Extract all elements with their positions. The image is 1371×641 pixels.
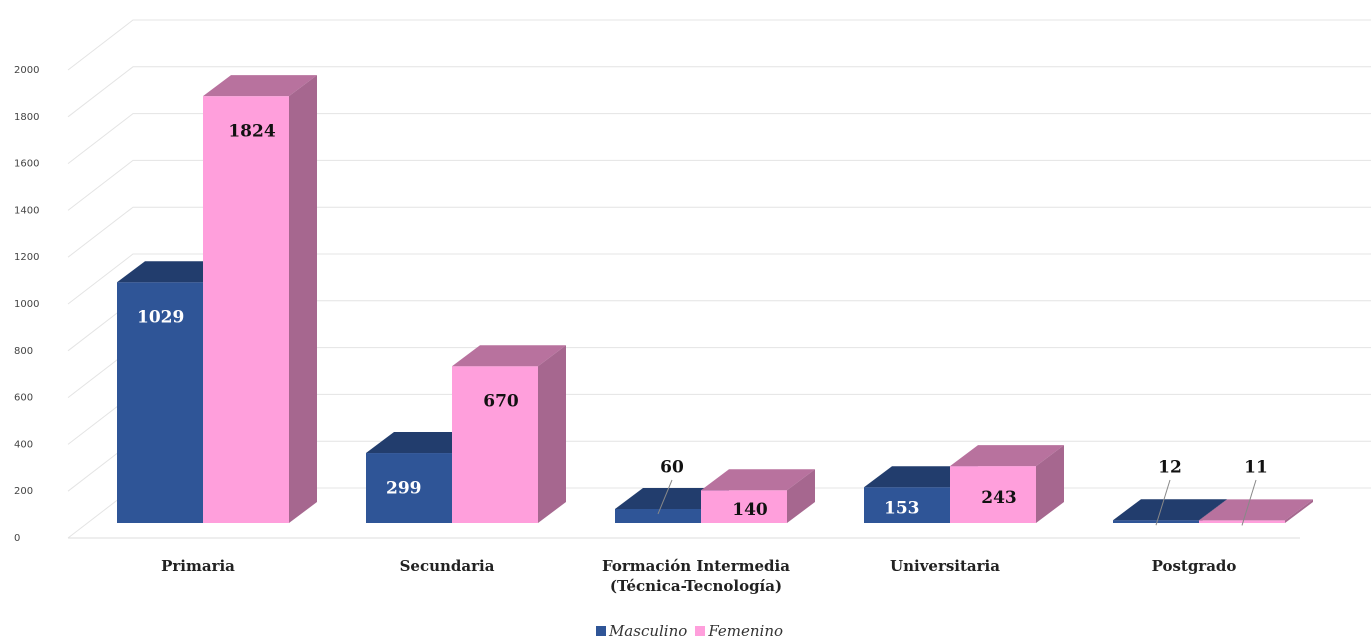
leader-line — [1155, 479, 1171, 526]
value-label: 153 — [884, 499, 920, 519]
bar-side — [289, 75, 317, 524]
grid-line — [67, 206, 1371, 258]
value-label: 11 — [1244, 458, 1268, 478]
bar — [452, 345, 566, 523]
y-tick-label: 800 — [14, 346, 33, 357]
grid-line — [67, 66, 1371, 118]
bar-top — [1113, 499, 1227, 521]
bar-front — [117, 282, 203, 523]
y-tick-label: 200 — [14, 486, 33, 497]
value-label: 1824 — [228, 122, 275, 142]
value-label: 670 — [483, 392, 519, 412]
value-label: 299 — [386, 479, 422, 499]
bar-front — [701, 490, 787, 523]
bar — [950, 445, 1064, 523]
bar-side — [787, 469, 815, 523]
x-tick-label: Universitaria — [890, 557, 1000, 575]
value-label: 12 — [1158, 458, 1182, 478]
y-tick-label: 1600 — [14, 159, 39, 170]
y-tick-label: 0 — [14, 533, 20, 544]
bar-front — [1199, 520, 1285, 523]
legend-swatch — [695, 626, 706, 636]
value-label: 140 — [732, 500, 768, 520]
bar — [203, 75, 317, 524]
bar-side — [538, 345, 566, 523]
bar-top — [864, 466, 978, 488]
bar-top — [203, 75, 317, 97]
value-label: 243 — [981, 488, 1017, 508]
y-tick-label: 1000 — [14, 299, 39, 310]
y-tick-label: 600 — [14, 393, 33, 404]
bar-side — [1285, 499, 1313, 523]
x-tick-label: Primaria — [161, 557, 235, 575]
x-tick-label: Postgrado — [1151, 557, 1237, 575]
bar-front — [366, 453, 452, 523]
grid-line — [67, 159, 1371, 211]
bar — [701, 469, 815, 523]
bar-front — [203, 96, 289, 524]
bar-front — [615, 508, 701, 523]
bar-front — [864, 487, 950, 523]
grid-line — [67, 19, 1371, 71]
leader-line — [1241, 479, 1257, 526]
bar-top — [1199, 499, 1313, 521]
y-tick-label: 1200 — [14, 252, 39, 263]
y-tick-label: 400 — [14, 439, 33, 450]
x-tick-label: Formación Intermedia (Técnica-Tecnología… — [602, 557, 790, 595]
bar-top — [366, 432, 480, 454]
x-tick-label: Secundaria — [399, 557, 495, 575]
value-label: 60 — [660, 458, 684, 478]
bar-top — [117, 261, 231, 283]
legend-label: Femenino — [708, 622, 784, 640]
bar-front — [950, 466, 1036, 523]
value-label: 1029 — [137, 308, 184, 328]
grid-line — [67, 253, 1371, 305]
bar-top — [615, 487, 729, 509]
legend-label: Masculino — [608, 622, 688, 640]
leader-line — [657, 479, 673, 515]
grid-line — [67, 113, 1371, 164]
legend-swatch — [595, 626, 606, 636]
bar-top — [452, 345, 566, 367]
legend: Masculino Femenino — [0, 622, 1371, 640]
bar-front — [1113, 520, 1199, 523]
y-tick-label: 1400 — [14, 205, 39, 216]
bar-top — [950, 445, 1064, 467]
bar-top — [701, 469, 815, 491]
bar — [1199, 499, 1313, 523]
y-tick-label: 2000 — [14, 65, 39, 76]
bar-side — [1036, 445, 1064, 523]
y-tick-label: 1800 — [14, 112, 39, 123]
bar-front — [452, 366, 538, 523]
